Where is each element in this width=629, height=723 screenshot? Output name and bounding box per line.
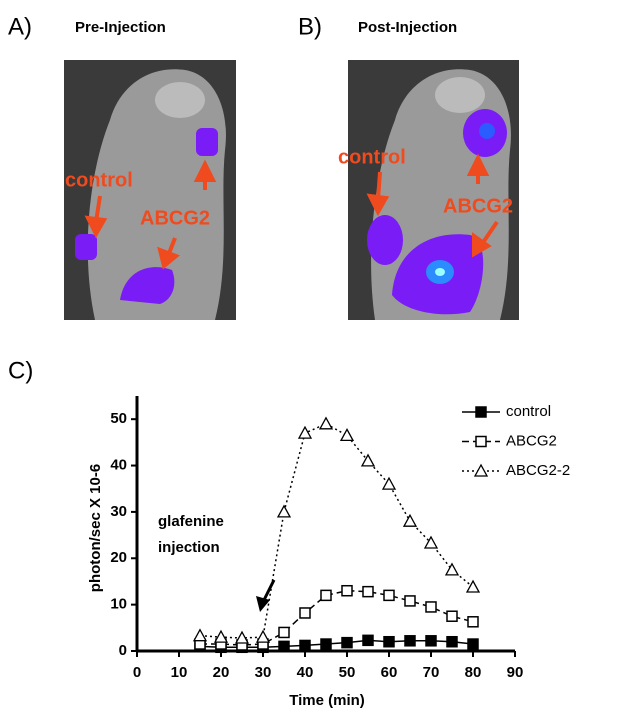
marker bbox=[465, 579, 481, 593]
x-tick-label: 90 bbox=[507, 664, 524, 681]
marker bbox=[278, 640, 290, 653]
marker bbox=[320, 589, 332, 602]
x-tick-label: 10 bbox=[171, 664, 188, 681]
marker bbox=[339, 428, 355, 442]
x-tick-label: 40 bbox=[297, 664, 314, 681]
legend-label: ABCG2-2 bbox=[506, 462, 570, 479]
marker bbox=[278, 626, 290, 639]
x-tick-label: 0 bbox=[133, 664, 141, 681]
x-tick-label: 20 bbox=[213, 664, 230, 681]
image-label: control bbox=[338, 146, 406, 168]
marker bbox=[318, 416, 334, 430]
marker bbox=[234, 630, 250, 644]
x-tick-label: 80 bbox=[465, 664, 482, 681]
x-tick-label: 70 bbox=[423, 664, 440, 681]
legend-label: ABCG2 bbox=[506, 432, 557, 449]
legend-marker bbox=[475, 435, 487, 448]
marker bbox=[320, 638, 332, 650]
x-tick-label: 50 bbox=[339, 664, 356, 681]
marker bbox=[299, 607, 311, 619]
annotation: glafenine bbox=[158, 513, 224, 530]
legend-marker bbox=[473, 463, 489, 477]
panel-letter: B) bbox=[298, 13, 322, 40]
marker bbox=[341, 636, 353, 649]
x-tick-label: 60 bbox=[381, 664, 398, 681]
marker bbox=[362, 634, 374, 647]
x-axis-label: Time (min) bbox=[289, 692, 365, 709]
marker bbox=[192, 628, 208, 642]
marker bbox=[255, 629, 271, 643]
marker bbox=[404, 635, 416, 647]
panel-title: Pre-Injection bbox=[75, 19, 166, 36]
marker bbox=[423, 535, 439, 549]
annotation-arrow bbox=[256, 579, 276, 612]
y-tick-label: 0 bbox=[119, 642, 127, 659]
marker bbox=[467, 638, 479, 650]
marker bbox=[467, 616, 479, 628]
marker bbox=[425, 601, 437, 613]
arrows bbox=[84, 159, 217, 270]
marker bbox=[404, 595, 416, 607]
marker bbox=[444, 562, 460, 576]
y-tick-label: 10 bbox=[110, 596, 127, 613]
marker bbox=[381, 476, 397, 490]
marker bbox=[297, 425, 313, 439]
panel-title: Post-Injection bbox=[358, 19, 457, 36]
marker bbox=[360, 453, 376, 467]
y-tick-label: 30 bbox=[110, 503, 127, 520]
y-tick-label: 40 bbox=[110, 457, 127, 474]
marker bbox=[213, 629, 229, 643]
marker bbox=[446, 610, 458, 622]
marker bbox=[299, 639, 311, 652]
annotation: injection bbox=[158, 539, 220, 556]
legend-marker bbox=[475, 406, 487, 418]
marker bbox=[383, 589, 395, 602]
y-axis-label: photon/sec X 10-6 bbox=[87, 464, 104, 592]
image-label: ABCG2 bbox=[443, 195, 513, 217]
arrows bbox=[366, 153, 499, 258]
image-label: ABCG2 bbox=[140, 207, 210, 229]
y-tick-label: 20 bbox=[110, 549, 127, 566]
marker bbox=[383, 635, 395, 648]
mouse-image bbox=[64, 60, 236, 320]
legend-label: control bbox=[506, 403, 551, 420]
marker bbox=[402, 513, 418, 527]
marker bbox=[276, 504, 292, 518]
image-label: control bbox=[65, 169, 133, 191]
marker bbox=[362, 585, 374, 598]
panel-letter: A) bbox=[8, 13, 32, 40]
y-tick-label: 50 bbox=[110, 410, 127, 427]
mouse-image bbox=[348, 60, 519, 320]
marker bbox=[446, 635, 458, 648]
x-tick-label: 30 bbox=[255, 664, 272, 681]
marker bbox=[425, 635, 437, 647]
panel-letter: C) bbox=[8, 357, 33, 384]
marker bbox=[341, 584, 353, 597]
plot: 0 10 20 30 40 50 60 70 80 90 0 10 20 30 40 50 control ABC… bbox=[110, 396, 570, 681]
